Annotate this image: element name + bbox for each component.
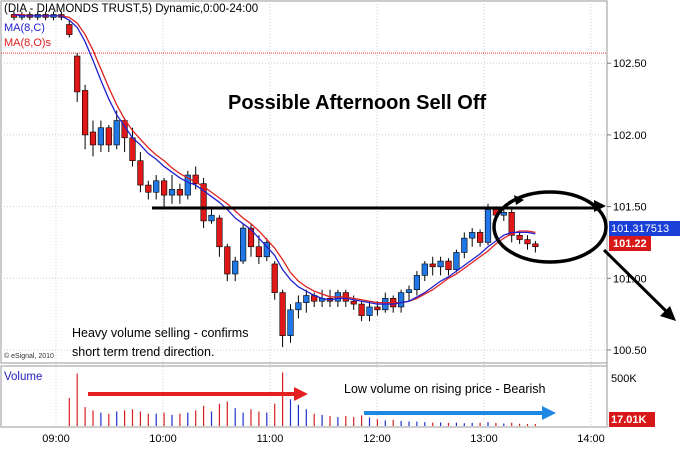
candle-body [192,174,199,184]
candle-body [453,252,460,270]
annotation-heavy-volume-1: Heavy volume selling - confirms [72,326,248,340]
price-panel-frame [0,0,608,364]
candle-body [121,120,128,139]
candle-body [350,300,357,305]
y-tick-label: 100.50 [613,345,647,357]
candle-body [437,260,444,268]
candle-body [374,306,381,311]
x-tick-label: 09:00 [42,433,70,445]
candle-body [532,243,539,248]
projection-arrowhead [660,306,676,321]
candle-body [413,275,421,291]
candle-body [295,302,302,311]
candle-body [232,260,239,275]
candle-body [66,24,73,35]
candle-body [366,306,373,316]
ma-value-tag: 101.317513 [611,223,669,235]
candle-body [89,131,97,146]
y-tick-label: 101.00 [613,273,647,285]
price-axis-labels: 102.50 102.00 101.50 101.00 100.50 [613,58,647,357]
candle-body [287,309,294,336]
candle-body [224,246,231,275]
candle-body [97,127,104,146]
candle-body [469,232,476,239]
x-tick-label: 11:00 [257,433,284,445]
candle-body [137,160,144,186]
candle-body [200,183,207,222]
ma-open-legend: MA(8,O)s [4,37,52,49]
candle-body [145,184,152,193]
projection-arrow-line [602,248,670,315]
candle-body [255,246,263,258]
x-tick-label: 10:00 [149,433,177,445]
last-price-tag: 101.22 [613,238,647,250]
candle-body [405,289,413,293]
candle-body [484,209,492,243]
candle-body [113,120,120,146]
annotation-low-volume: Low volume on rising price - Bearish [344,382,546,396]
x-tick-label: 12:00 [363,433,391,445]
candle-body [516,234,523,240]
candle-body [397,292,405,308]
ma-value-tag-bg [609,221,680,236]
candle-body [184,174,191,196]
chart-title: (DIA - DIAMONDS TRUST,5) Dynamic,0:00-24… [4,3,258,15]
candle-body [421,263,428,276]
candle-body [445,260,452,270]
candle-body [303,295,310,303]
candle-body [153,180,160,193]
highlight-ellipse [492,190,608,264]
volume-blue-arrowhead [542,406,556,420]
ma-close-line [13,13,536,305]
annotation-title: Possible Afternoon Sell Off [228,92,487,114]
volume-bars [68,372,537,426]
candle-body [271,263,278,293]
candle-body [176,189,184,196]
ma-close-legend: MA(8,C) [4,22,45,34]
candle-body [105,127,112,146]
vertical-gridlines [55,1,592,427]
annotation-heavy-volume-2: short term trend direction. [72,345,214,359]
candle-body [74,55,81,93]
candle-body [129,137,136,162]
candle-body [247,227,255,248]
copyright-label: © eSignal, 2010 [4,352,54,360]
candle-body [429,263,436,268]
candle-body [476,232,484,243]
last-volume-tag: 17.01K [611,414,647,426]
y-tick-label: 102.00 [613,130,647,142]
candle-body [161,180,168,196]
candle-body [279,292,286,336]
x-tick-label: 14:00 [577,433,605,445]
candle-body [500,212,507,216]
candle-body [358,303,365,316]
volume-panel-frame [0,365,608,428]
volume-red-arrowhead [294,387,308,401]
y-tick-label: 101.50 [613,202,647,214]
candle-body [208,214,215,222]
x-tick-label: 13:00 [470,433,498,445]
candle-body [461,237,468,253]
ma-open-line [14,13,536,304]
y-tick-label: 102.50 [613,58,647,70]
candle-body [524,239,531,245]
last-price-tag-bg [609,236,651,251]
volume-max-label: 500K [611,373,637,385]
candle-body [508,212,515,236]
last-volume-tag-bg [609,412,655,427]
candle-body [168,189,176,196]
candle-body [216,217,223,248]
time-axis-labels: 09:00 10:00 11:00 12:00 13:00 14:00 [42,433,605,445]
candle-body [240,227,247,262]
candle-body [82,90,89,136]
volume-panel-title: Volume [4,371,42,383]
ellipse-pointer-arrowhead [514,195,524,205]
